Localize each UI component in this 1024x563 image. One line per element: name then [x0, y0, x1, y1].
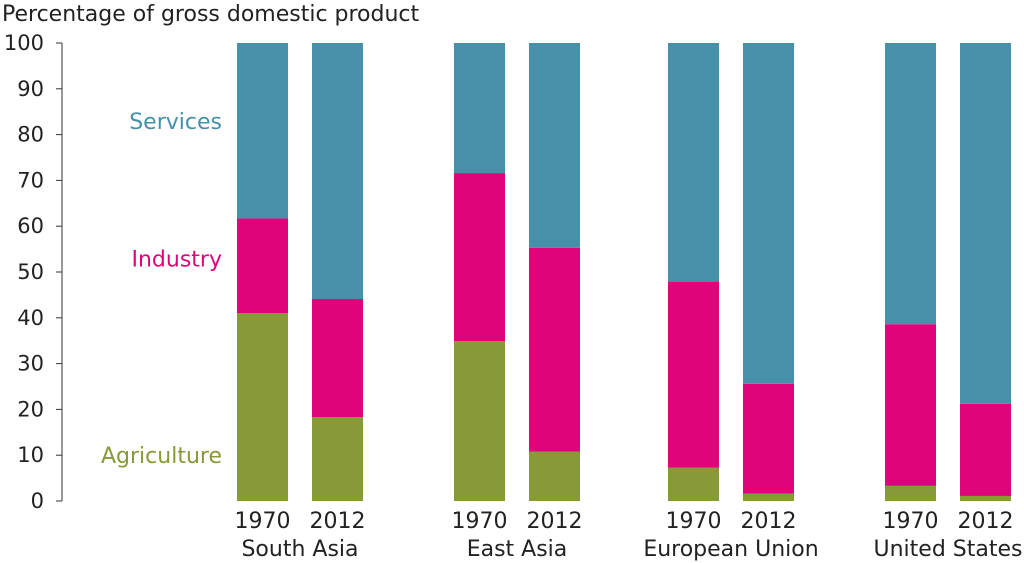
y-tick-label: 20	[17, 397, 44, 421]
bar-segment-services	[529, 43, 580, 248]
bar-segment-agriculture	[743, 493, 794, 501]
bar-segment-agriculture	[454, 341, 505, 501]
bar-segment-agriculture	[960, 495, 1011, 501]
bar-segment-industry	[960, 403, 1011, 496]
y-axis-label: Percentage of gross domestic product	[2, 2, 420, 27]
bar-segment-services	[668, 43, 719, 282]
bars	[237, 43, 1011, 501]
series-label-agriculture: Agriculture	[101, 444, 222, 469]
y-tick-label: 10	[17, 443, 44, 467]
bar-segment-agriculture	[237, 313, 288, 501]
bar-segment-services	[743, 43, 794, 384]
y-tick-label: 80	[17, 123, 44, 147]
group-label: South Asia	[241, 537, 358, 562]
bar-segment-agriculture	[885, 485, 936, 501]
year-label: 2012	[958, 509, 1014, 534]
y-tick-label: 50	[17, 260, 44, 284]
y-tick-label: 30	[17, 352, 44, 376]
bar-segment-industry	[454, 173, 505, 342]
series-labels: Agriculture Industry Services	[101, 110, 222, 469]
group-label: European Union	[643, 537, 818, 562]
y-tick-label: 70	[17, 168, 44, 192]
bar-segment-industry	[743, 383, 794, 494]
group-label: United States	[874, 537, 1023, 562]
bar-segment-services	[454, 43, 505, 174]
bar-segment-services	[960, 43, 1011, 404]
bar-segment-industry	[529, 247, 580, 452]
y-tick-label: 90	[17, 77, 44, 101]
bar-segment-services	[312, 43, 363, 300]
year-label: 2012	[741, 509, 797, 534]
year-label: 1970	[666, 509, 722, 534]
y-tick-label: 100	[4, 31, 44, 55]
bar-segment-services	[237, 43, 288, 219]
year-label: 1970	[883, 509, 939, 534]
year-label: 2012	[527, 509, 583, 534]
bar-segment-agriculture	[668, 467, 719, 501]
bar-segment-agriculture	[312, 417, 363, 501]
year-label: 1970	[235, 509, 291, 534]
series-label-services: Services	[129, 110, 222, 135]
bar-segment-industry	[237, 218, 288, 314]
bar-segment-services	[885, 43, 936, 325]
series-label-industry: Industry	[132, 247, 223, 272]
y-axis: 0 10 20 30 40 50 60 70 80 90 100	[4, 31, 63, 513]
y-tick-label: 40	[17, 306, 44, 330]
category-labels: 1970 2012 South Asia 1970 2012 East Asia 1970 2…	[235, 509, 1023, 562]
bar-segment-industry	[668, 281, 719, 468]
year-label: 1970	[452, 509, 508, 534]
bar-segment-industry	[312, 299, 363, 418]
bar-segment-agriculture	[529, 451, 580, 501]
y-tick-label: 0	[31, 489, 44, 513]
bar-segment-industry	[885, 324, 936, 486]
group-label: East Asia	[467, 537, 568, 562]
year-label: 2012	[310, 509, 366, 534]
y-tick-label: 60	[17, 214, 44, 238]
